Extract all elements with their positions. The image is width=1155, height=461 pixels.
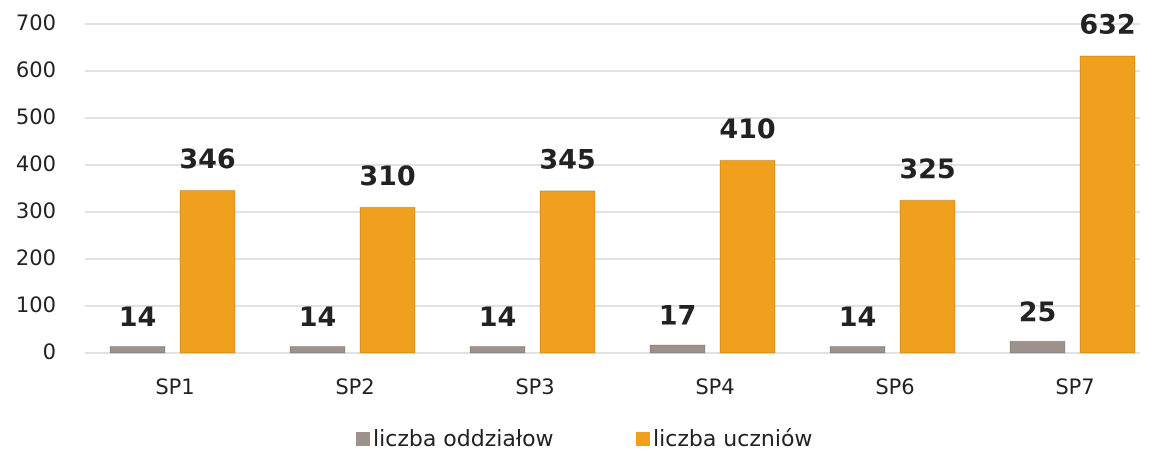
data-label: 25 <box>1019 297 1057 328</box>
bar <box>719 159 776 354</box>
y-tick-label: 200 <box>16 246 56 270</box>
y-tick-label: 400 <box>16 152 56 176</box>
bar <box>899 199 956 354</box>
data-label: 17 <box>659 301 697 332</box>
bar <box>1009 340 1066 354</box>
y-tick-label: 0 <box>43 340 56 364</box>
y-tick-label: 700 <box>16 11 56 35</box>
bar <box>829 345 886 354</box>
legend-swatch <box>356 432 370 446</box>
data-label: 632 <box>1079 9 1135 40</box>
data-label: 14 <box>479 302 517 333</box>
x-tick-label: SP6 <box>875 375 914 399</box>
legend-swatch <box>636 432 650 446</box>
data-label: 14 <box>299 302 337 333</box>
data-label: 325 <box>899 154 955 185</box>
data-label: 345 <box>539 144 595 175</box>
data-label: 14 <box>119 302 157 333</box>
bar <box>179 189 236 354</box>
y-tick-label: 600 <box>16 58 56 82</box>
data-label: 310 <box>359 161 415 192</box>
y-tick-label: 100 <box>16 293 56 317</box>
legend-label: liczba oddziałow <box>373 427 554 452</box>
bar <box>1079 55 1136 354</box>
bar <box>289 345 346 354</box>
data-label: 346 <box>179 144 235 175</box>
bar <box>469 345 526 354</box>
y-tick-label: 500 <box>16 105 56 129</box>
data-label: 410 <box>719 114 775 145</box>
x-tick-label: SP4 <box>695 375 734 399</box>
x-tick-label: SP3 <box>515 375 554 399</box>
legend-label: liczba uczniów <box>653 427 812 452</box>
bar <box>649 344 706 354</box>
bar <box>359 206 416 354</box>
bar <box>539 190 596 354</box>
bar <box>109 345 166 354</box>
x-tick-label: SP7 <box>1055 375 1094 399</box>
y-tick-label: 300 <box>16 199 56 223</box>
x-tick-label: SP1 <box>155 375 194 399</box>
data-label: 14 <box>839 302 877 333</box>
x-tick-label: SP2 <box>335 375 374 399</box>
